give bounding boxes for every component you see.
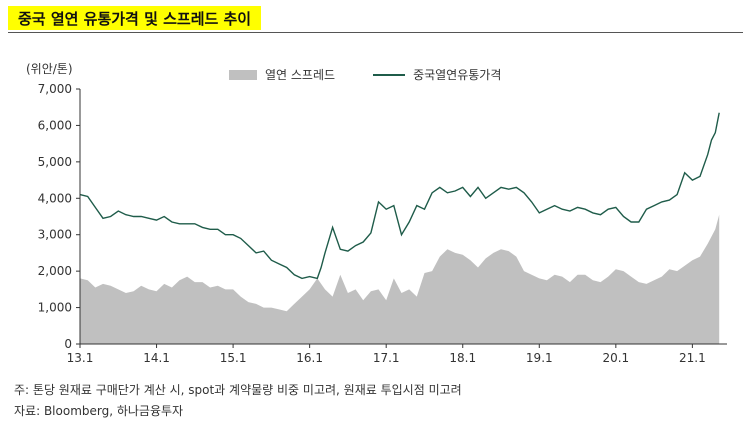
title-divider [8, 32, 743, 33]
x-tick-label: 14.1 [143, 351, 170, 365]
y-tick-label: 7,000 [38, 82, 72, 96]
chart-title-highlight: 중국 열연 유통가격 및 스프레드 추이 [8, 6, 262, 30]
y-tick-label: 2,000 [38, 264, 72, 278]
x-tick-label: 16.1 [296, 351, 323, 365]
footnote: 주: 톤당 원재료 구매단가 계산 시, spot과 계약물량 비중 미고려, … [14, 383, 462, 397]
y-tick-label: 0 [64, 337, 72, 351]
x-tick-label: 17.1 [373, 351, 400, 365]
x-tick-label: 21.1 [679, 351, 706, 365]
y-tick-label: 6,000 [38, 118, 72, 132]
x-tick-label: 13.1 [67, 351, 94, 365]
x-tick-label: 20.1 [602, 351, 629, 365]
legend-item-price: 중국열연유통가격 [373, 66, 501, 83]
legend-area-swatch [229, 69, 257, 80]
y-tick-label: 4,000 [38, 191, 72, 205]
spread-area-series [80, 214, 720, 344]
x-tick-label: 19.1 [526, 351, 553, 365]
legend-label-spread: 열연 스프레드 [265, 68, 336, 82]
source-note: 자료: Bloomberg, 하나금융투자 [14, 404, 184, 418]
x-tick-label: 15.1 [220, 351, 247, 365]
chart-legend: 열연 스프레드 중국열연유통가격 [229, 66, 539, 83]
y-axis-unit-label: (위안/톤) [26, 62, 73, 76]
legend-item-spread: 열연 스프레드 [229, 66, 335, 83]
y-tick-label: 5,000 [38, 155, 72, 169]
y-tick-label: 1,000 [38, 301, 72, 315]
y-tick-label: 3,000 [38, 228, 72, 242]
legend-line-swatch [373, 73, 406, 76]
chart-title: 중국 열연 유통가격 및 스프레드 추이 [18, 9, 252, 28]
x-tick-label: 18.1 [449, 351, 476, 365]
legend-label-price: 중국열연유통가격 [413, 68, 502, 82]
price-line-series [79, 112, 720, 280]
